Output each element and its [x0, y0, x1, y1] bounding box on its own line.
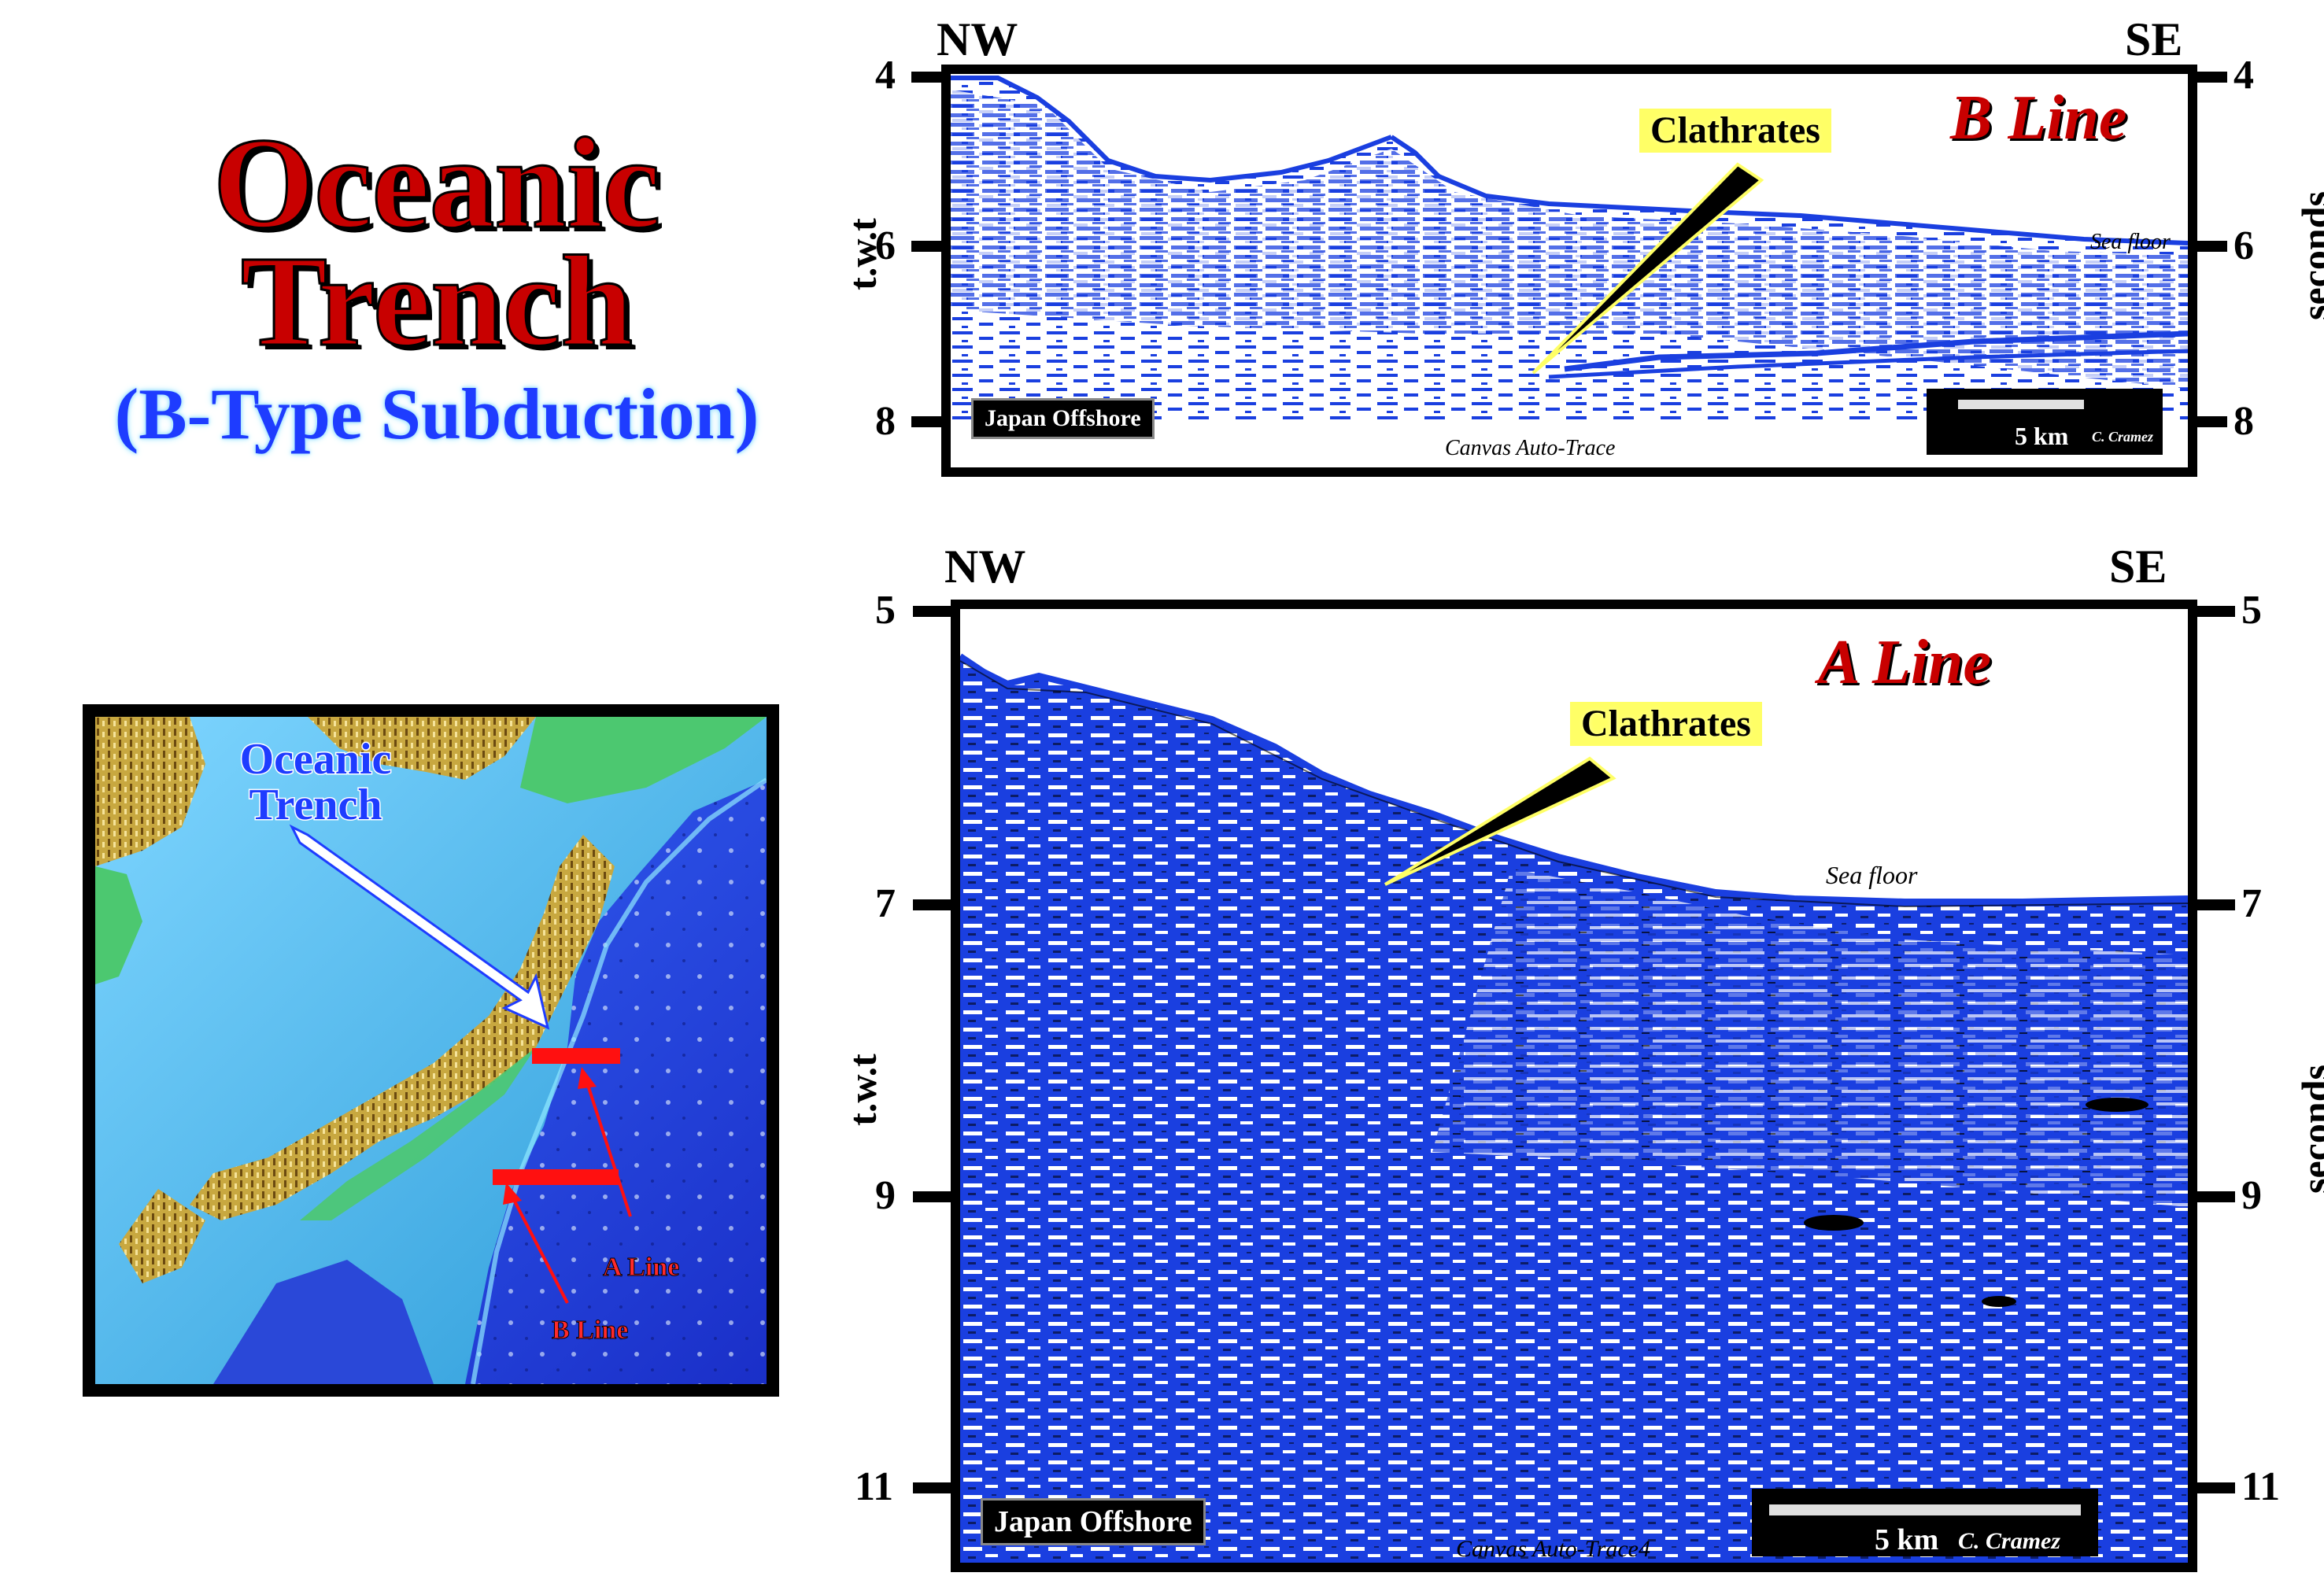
a-dir-right: SE — [2109, 541, 2167, 592]
a-line-title: A Line — [1818, 628, 1992, 697]
b-tick-left-1: 4 — [875, 53, 896, 98]
location-map: Oceanic Trench A Line B Line — [83, 704, 779, 1397]
a-region-label: Japan Offshore — [981, 1498, 1206, 1545]
a-clathrates-callout: Clathrates — [1570, 702, 1762, 746]
a-dir-left: NW — [944, 541, 1026, 592]
a-credit: Canvas Auto-Trace4 — [1456, 1536, 1650, 1562]
b-line-arrow-icon — [503, 1183, 522, 1205]
a-left-axis-label: t.w.t — [840, 1054, 885, 1126]
a-tick-left-1: 5 — [875, 588, 896, 633]
b-tick-left-2: 6 — [875, 223, 896, 268]
a-tick-right-1: 5 — [2241, 588, 2262, 633]
b-clathrates-callout: Clathrates — [1639, 109, 1831, 153]
b-left-axis-label: t.w.t — [840, 218, 885, 290]
title-line-2: Trench — [239, 229, 634, 373]
map-b-line-label: B Line — [552, 1316, 628, 1345]
b-tick-right-3: 8 — [2233, 399, 2254, 444]
b-scalebar: 5 km C. Cramez — [1927, 389, 2163, 455]
b-line-marker — [493, 1169, 619, 1185]
b-tick-right-2: 6 — [2233, 223, 2254, 268]
title-line-1: Oceanic — [212, 111, 661, 255]
a-line-section: A Line Clathrates Sea floor Japan Offsho… — [951, 600, 2197, 1572]
b-tick-right-1: 4 — [2233, 53, 2254, 98]
b-credit: Canvas Auto-Trace — [1445, 436, 1616, 460]
a-tick-left-2: 7 — [875, 881, 896, 926]
b-tick-left-3: 8 — [875, 399, 896, 444]
b-clathrates-arrow-icon — [1531, 162, 1764, 375]
a-line-arrow-icon — [578, 1067, 597, 1089]
a-tick-right-2: 7 — [2241, 881, 2262, 926]
map-trench-label-2: Trench — [249, 781, 382, 829]
b-right-axis-label: seconds — [2293, 191, 2324, 320]
b-line-seismic — [951, 76, 2188, 420]
b-scale-author: C. Cramez — [2092, 429, 2154, 445]
a-tick-left-3: 9 — [875, 1173, 896, 1218]
b-seafloor-label: Sea floor — [2090, 230, 2171, 254]
a-scale-distance: 5 km — [1875, 1523, 1939, 1556]
b-scale-distance: 5 km — [2015, 422, 2069, 450]
subtitle: (B-Type Subduction) — [114, 374, 759, 454]
a-scalebar: 5 km C. Cramez — [1752, 1489, 2098, 1556]
a-right-axis-label: seconds — [2293, 1065, 2324, 1194]
a-line-marker — [532, 1048, 620, 1064]
a-line-seismic — [960, 609, 2188, 1563]
map-a-line-label: A Line — [603, 1253, 679, 1282]
b-line-section: B Line Clathrates Sea floor Japan Offsho… — [941, 65, 2197, 477]
a-tick-right-3: 9 — [2241, 1173, 2262, 1218]
map-trench-label-1: Oceanic — [240, 735, 392, 784]
a-scale-author: C. Cramez — [1958, 1528, 2061, 1554]
shaded-relief-map: Oceanic Trench A Line B Line — [95, 717, 767, 1384]
b-dir-right: SE — [2125, 13, 2183, 65]
a-tick-left-4: 11 — [855, 1464, 894, 1509]
b-dir-left: NW — [937, 13, 1018, 65]
a-clathrates-arrow-icon — [1384, 756, 1616, 886]
trench-arrow-icon — [289, 824, 550, 1030]
b-line-title: B Line — [1950, 83, 2127, 153]
a-seafloor-label: Sea floor — [1826, 861, 1918, 889]
b-region-label: Japan Offshore — [971, 398, 1155, 439]
a-tick-right-4: 11 — [2241, 1464, 2281, 1509]
